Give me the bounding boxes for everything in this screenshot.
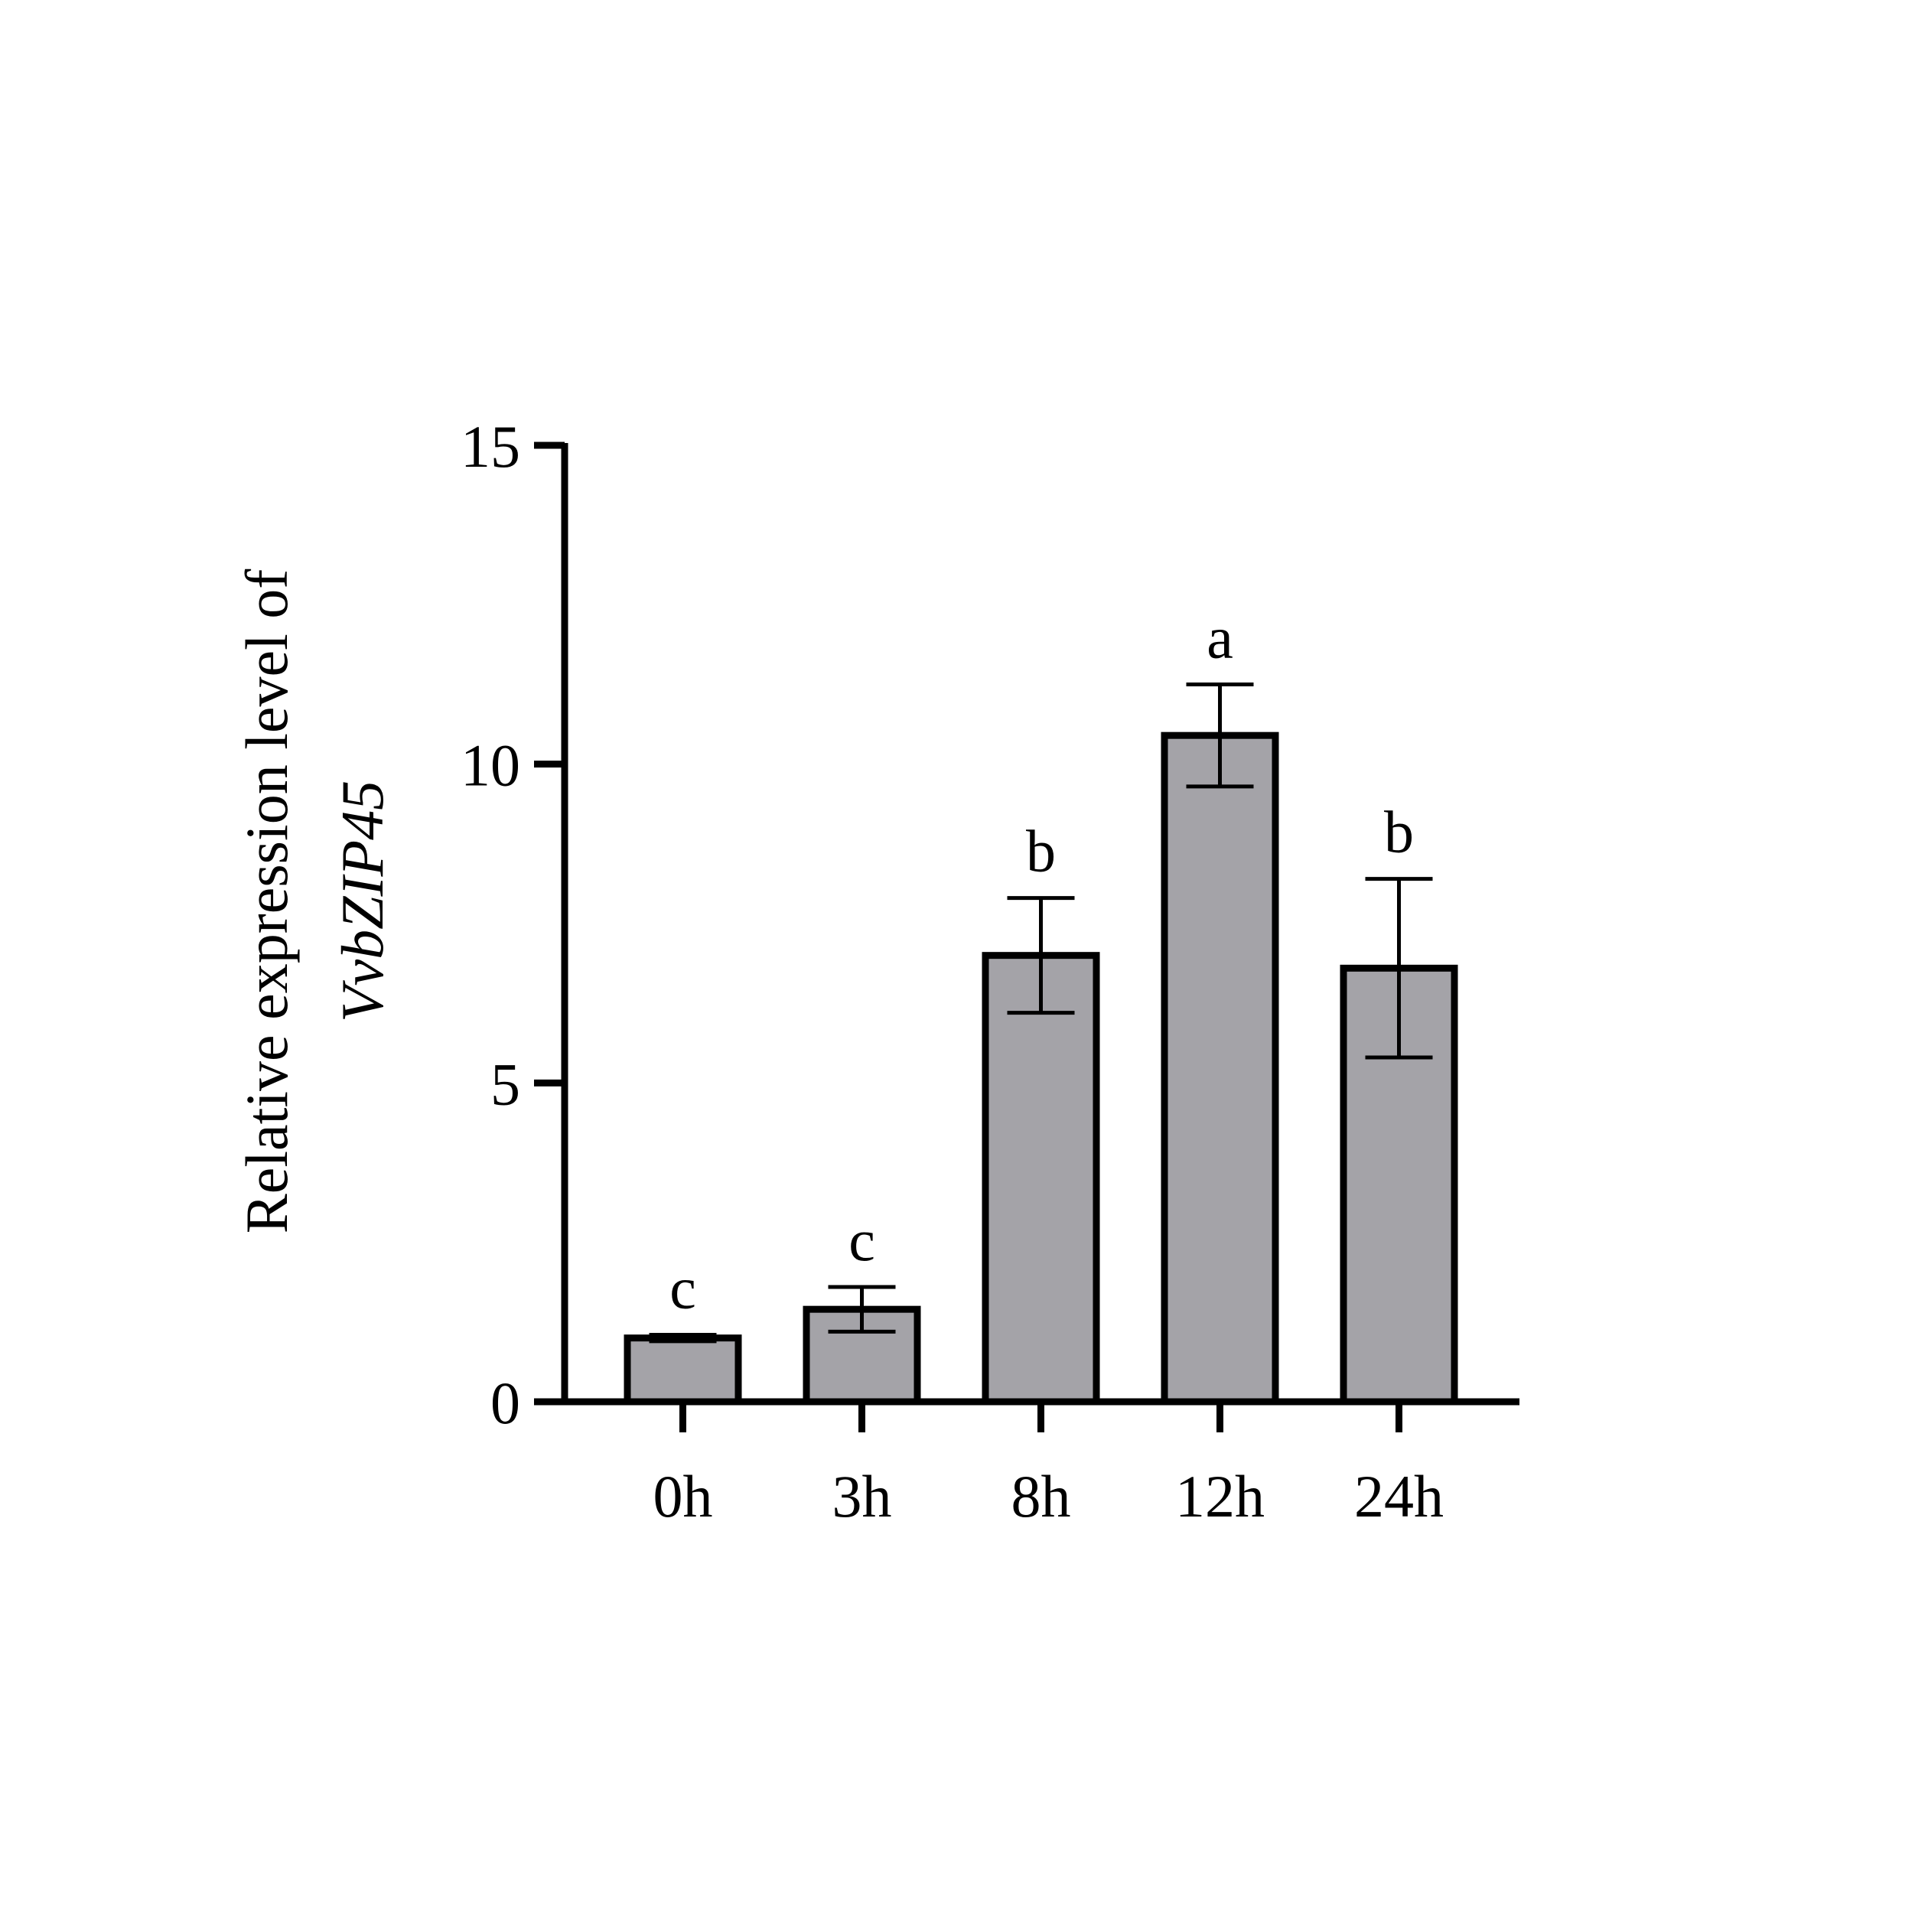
x-tick-label: 12h [1175, 1463, 1265, 1530]
plot-area: c c b a b [624, 604, 1458, 1406]
bar [982, 952, 1100, 1406]
y-axis-label-line-1: Relative expression level of [233, 569, 300, 1234]
x-tick-label: 0h [653, 1463, 713, 1530]
significance-label: a [1207, 604, 1233, 671]
x-tick-label: 24h [1354, 1463, 1444, 1530]
x-tick-label: 8h [1011, 1463, 1071, 1530]
significance-label: c [669, 1255, 696, 1321]
y-tick-label: 5 [490, 1051, 520, 1117]
x-tick-label: 3h [832, 1463, 892, 1530]
significance-label: b [1384, 799, 1414, 865]
bar [1161, 731, 1279, 1406]
bar [624, 1334, 742, 1406]
axes: Relative expression level of VvbZIP45 0 5… [233, 413, 1519, 1530]
y-axis-label-line-2: VvbZIP45 [329, 780, 396, 1022]
y-tick-label: 15 [461, 413, 520, 480]
y-tick-label: 0 [490, 1370, 520, 1436]
y-tick-label: 10 [461, 732, 520, 799]
significance-label: b [1026, 818, 1056, 885]
significance-label: c [848, 1207, 875, 1273]
